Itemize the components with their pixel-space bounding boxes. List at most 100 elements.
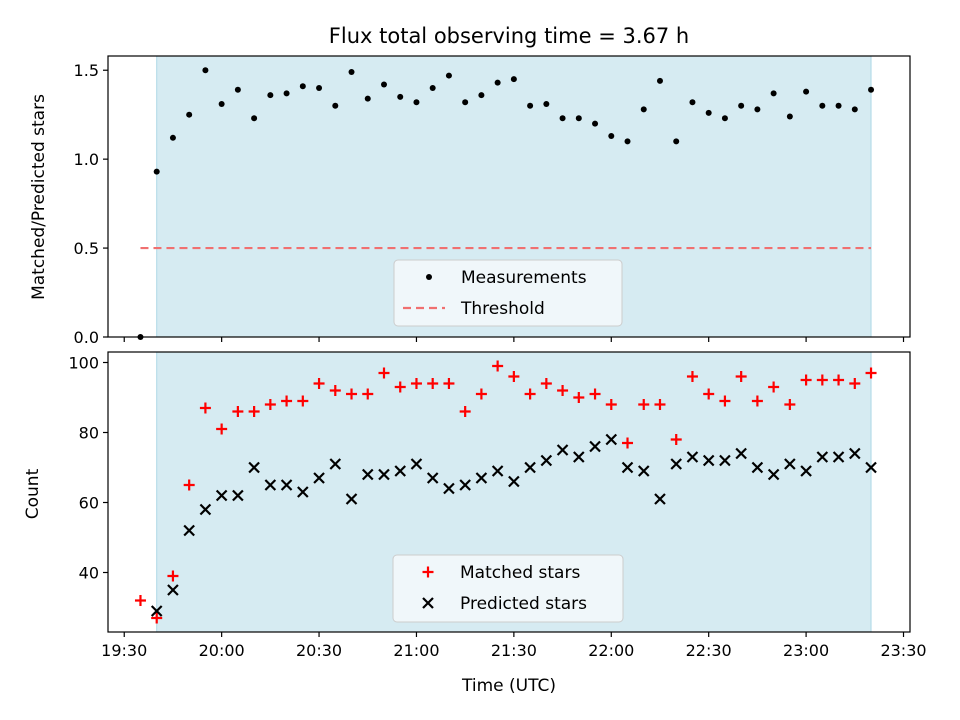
predicted-stars-point [654, 493, 666, 505]
predicted-stars-point [735, 447, 747, 460]
matched-stars-point [167, 570, 179, 582]
matched-stars-point [524, 388, 536, 400]
measurement-point [608, 133, 615, 140]
predicted-stars-point [670, 458, 682, 470]
measurement-point [819, 102, 826, 109]
predicted-stars-point [540, 454, 553, 467]
predicted-stars-point [784, 458, 796, 470]
matched-stars-point [248, 406, 260, 417]
panel-count: 19:30 20:00 20:30 21:00 21:30 22:00 22:30 23:00… [68, 351, 927, 660]
matched-stars-point [134, 595, 146, 606]
measurement-point [348, 69, 355, 76]
matched-stars-point [281, 395, 293, 407]
measurement-point [267, 92, 274, 99]
predicted-stars-point [410, 458, 423, 470]
matched-stars-point [216, 423, 228, 435]
predicted-stars-point [264, 479, 277, 491]
predicted-stars-point [248, 461, 260, 474]
legend-marker-measurements [426, 274, 432, 280]
predicted-stars-point [832, 451, 845, 463]
matched-stars-point [427, 378, 439, 389]
matched-stars-point [703, 388, 715, 400]
matched-stars-point [264, 399, 276, 410]
predicted-stars-point [361, 468, 374, 481]
predicted-stars-point [573, 451, 585, 463]
measurement-point [510, 76, 517, 83]
measurement-point [332, 102, 339, 109]
matched-stars-point [151, 612, 163, 624]
legend-marker-predicted-stars [422, 597, 434, 609]
y-tick-label: 40 [79, 564, 99, 583]
measurement-point [364, 95, 371, 102]
predicted-stars-point [475, 472, 488, 484]
measurement-point [592, 120, 599, 127]
matched-stars-point [313, 378, 325, 389]
matched-stars-point [719, 395, 731, 407]
measurement-point [527, 102, 534, 109]
matched-stars-point [183, 479, 195, 491]
predicted-stars-point [329, 458, 342, 470]
matched-stars-point [378, 367, 390, 379]
matched-stars-point [735, 371, 747, 382]
matched-stars-point [459, 406, 471, 417]
measurement-point [754, 106, 761, 113]
legend-box [393, 259, 623, 327]
legend-label: Measurements [461, 268, 587, 288]
measurement-point [705, 109, 712, 116]
matched-stars-point [475, 388, 487, 400]
measurement-point [559, 115, 566, 122]
predicted-stars-point [297, 486, 309, 498]
matched-stars-point [492, 360, 504, 372]
predicted-stars-point [508, 475, 520, 488]
measurement-point [462, 99, 469, 106]
measurement-point [543, 101, 550, 108]
matched-stars-point [540, 378, 552, 389]
predicted-stars-point [345, 493, 358, 505]
matched-stars-point [589, 388, 601, 400]
measurement-point [835, 102, 842, 109]
predicted-stars-point [719, 454, 731, 467]
matched-stars-point [605, 399, 617, 410]
predicted-stars-point [150, 605, 163, 617]
matched-stars-point [849, 378, 861, 389]
y-tick-label: 1.0 [74, 150, 99, 169]
measurement-point [186, 111, 193, 118]
matched-stars-point [654, 399, 666, 410]
y-tick-label: 80 [79, 424, 99, 443]
measurement-point [413, 99, 420, 106]
predicted-stars-point [621, 461, 634, 474]
y-tick-label: 60 [79, 494, 99, 513]
legend: Matched stars Predicted stars [392, 554, 624, 623]
measurement-point [640, 106, 647, 113]
legend-label: Threshold [460, 299, 545, 319]
measurement-point [218, 101, 225, 108]
measurement-point [721, 115, 728, 122]
measurement-point [283, 90, 290, 97]
predicted-stars-point [849, 447, 861, 460]
matched-stars-point [670, 434, 682, 445]
legend: Measurements Threshold [393, 259, 623, 327]
panel-ratio: 0.0 0.5 1.0 1.5 Measurements Threshold [74, 55, 911, 347]
top-y-axis-label: Matched/Predicted stars [29, 94, 49, 300]
legend-label: Matched stars [460, 563, 580, 583]
matched-stars-point [768, 381, 780, 393]
predicted-stars-point [280, 479, 293, 491]
y-tick-label: 100 [68, 354, 99, 373]
x-tick-label: 20:30 [296, 641, 342, 660]
predicted-stars-point [589, 440, 601, 453]
predicted-stars-point [751, 461, 764, 474]
matched-stars-point [622, 437, 634, 449]
matched-stars-point [199, 402, 211, 414]
measurement-point [656, 77, 663, 84]
predicted-stars-point [183, 524, 195, 537]
x-tick-label: 22:00 [588, 641, 634, 660]
x-tick-label: 21:30 [491, 641, 537, 660]
matched-stars-point [443, 378, 455, 389]
measurement-point [478, 92, 485, 99]
measurement-point [786, 113, 793, 120]
measurement-point [738, 102, 745, 109]
predicted-stars-point [637, 465, 650, 477]
matched-stars-point [784, 399, 796, 410]
matched-stars-point [297, 395, 309, 407]
predicted-stars-point [816, 451, 829, 463]
